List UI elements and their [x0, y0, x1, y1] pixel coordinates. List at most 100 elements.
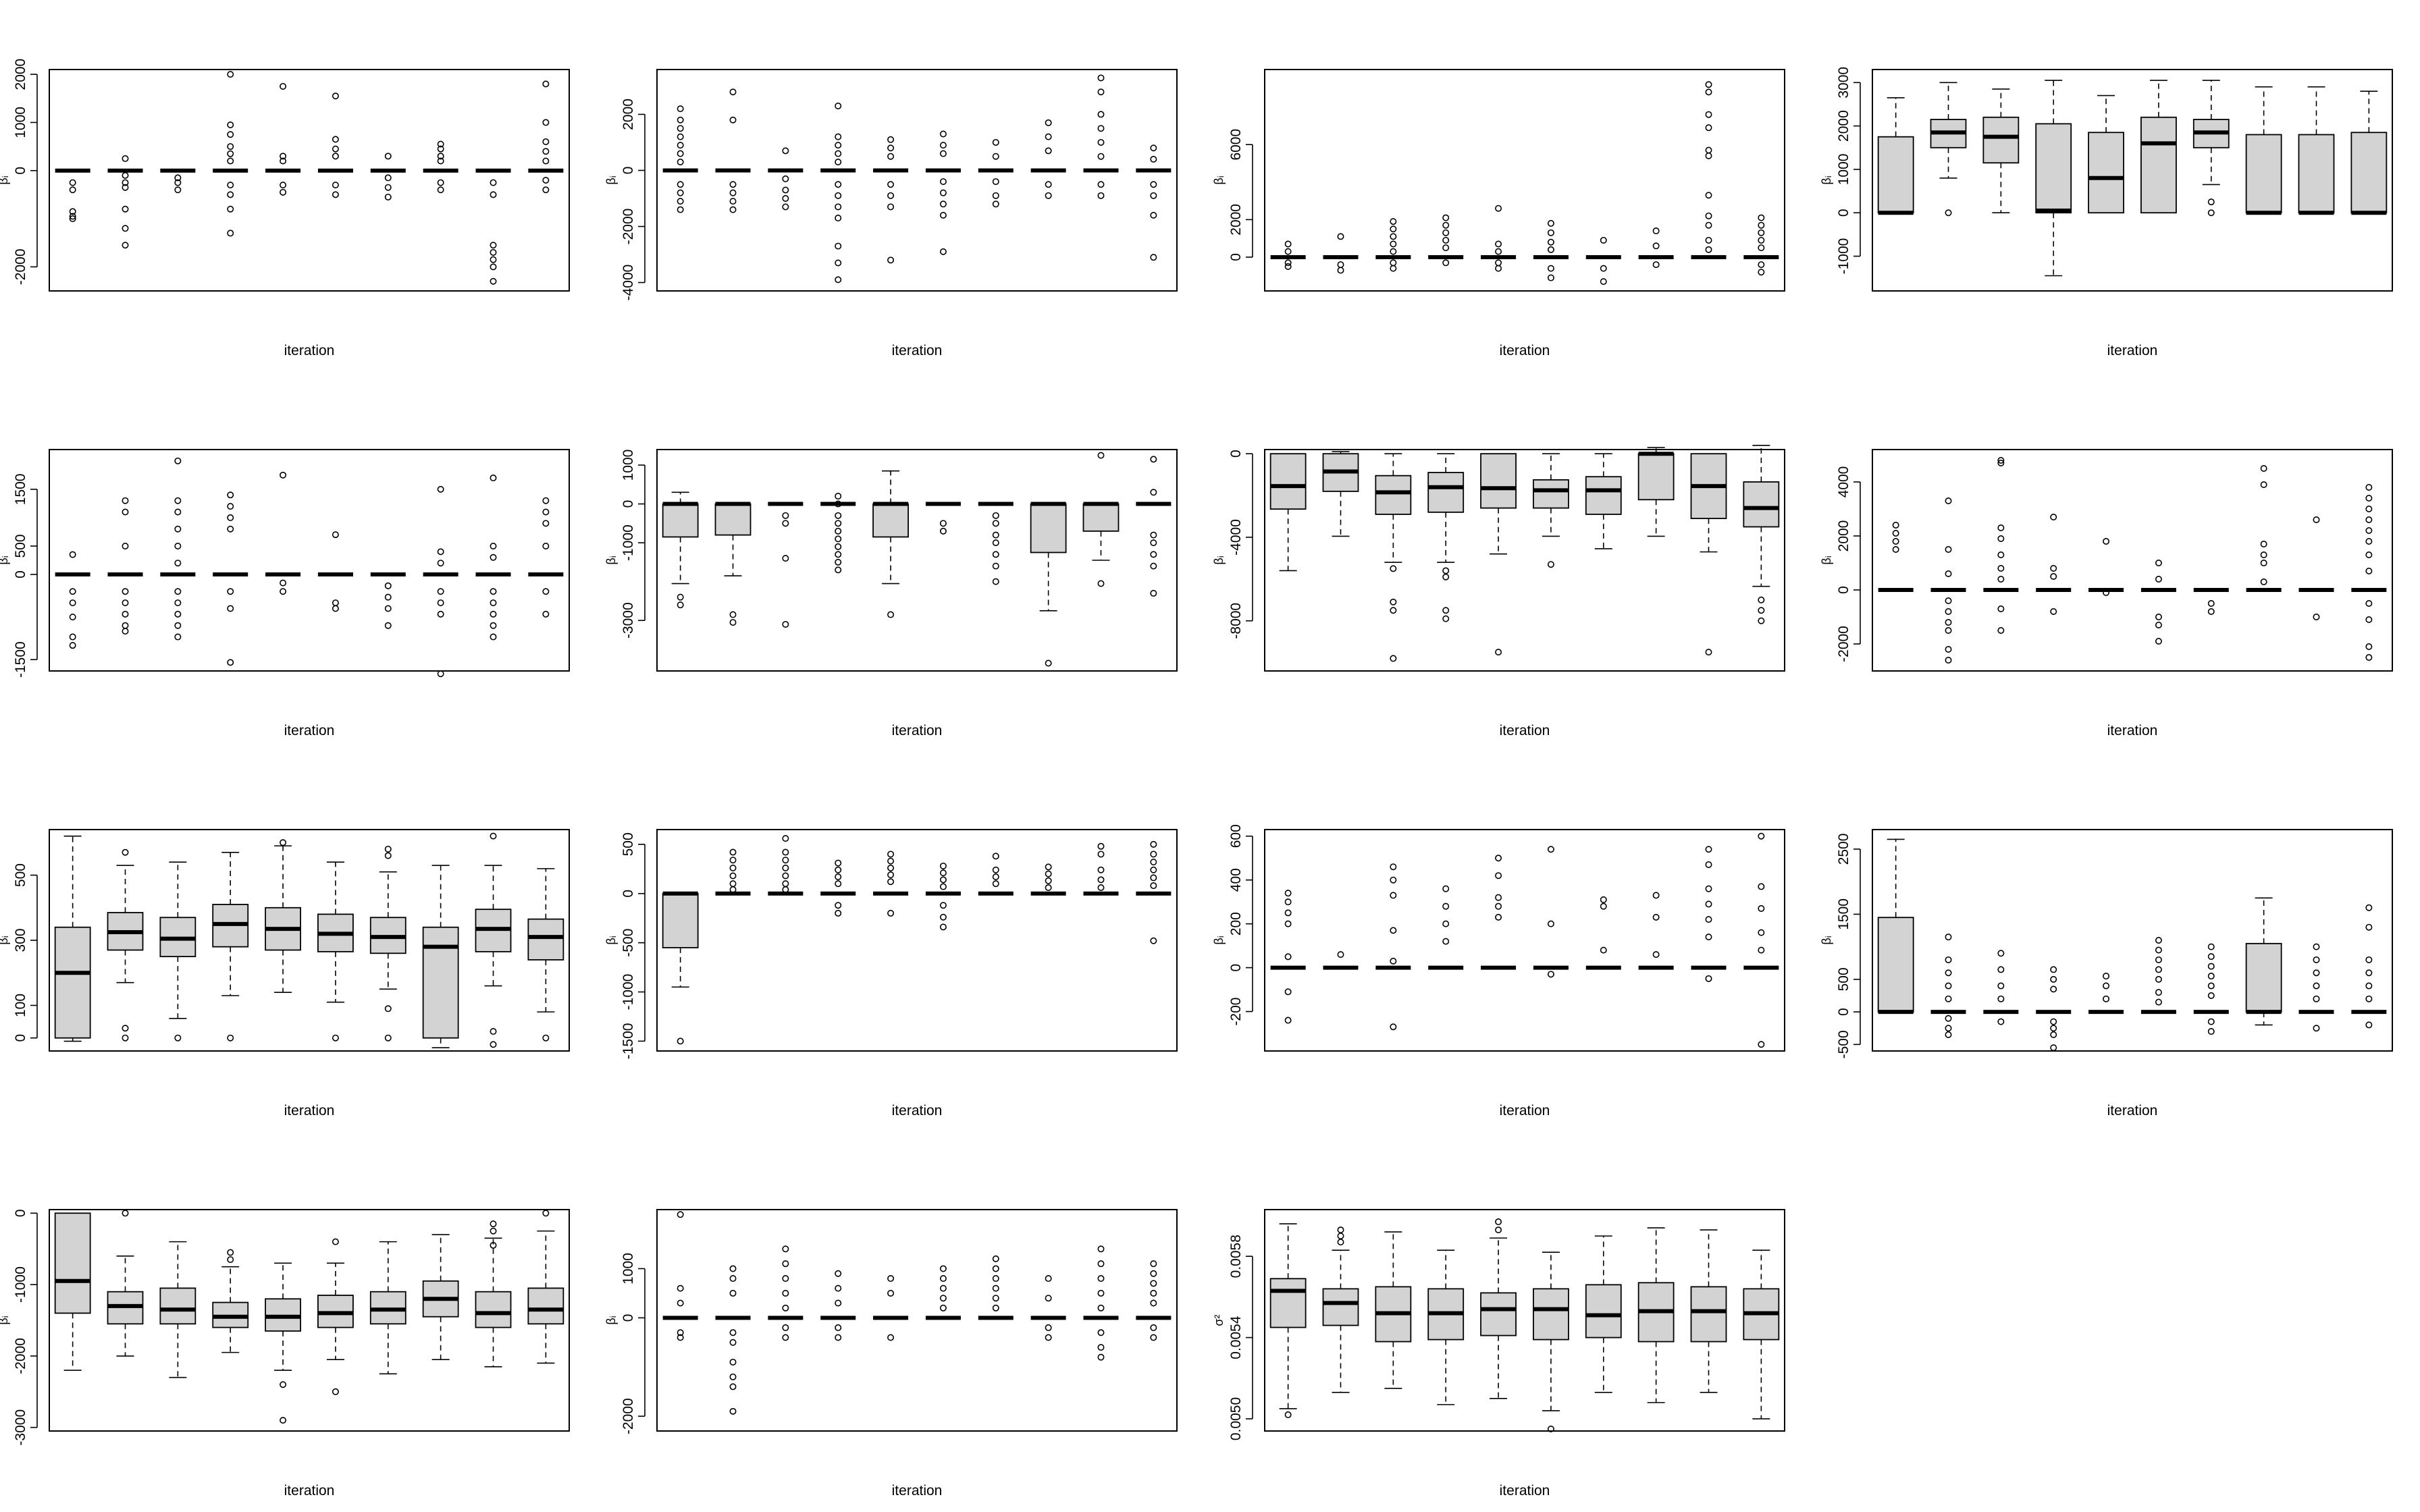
- outlier-point: [2050, 1025, 2057, 1032]
- box-item: [1323, 951, 1359, 970]
- outlier-point: [1758, 269, 1765, 276]
- outlier-point: [1997, 950, 2005, 957]
- outlier-point: [69, 186, 76, 194]
- outlier-point: [1997, 564, 2005, 572]
- boxplot-panel: 0.0050 0.0054 0.0058 σ² iteration: [1212, 1209, 1785, 1498]
- outlier-point: [887, 1289, 895, 1297]
- outlier-point: [835, 909, 842, 917]
- outlier-point: [1442, 573, 1450, 580]
- plot-frame: [1872, 449, 2393, 672]
- outlier-point: [174, 457, 182, 464]
- outlier-point: [729, 206, 737, 213]
- box-item: [1983, 456, 2019, 634]
- outlier-point: [1150, 1270, 1157, 1277]
- outlier-point: [2207, 973, 2215, 980]
- outlier-point: [782, 203, 789, 211]
- outlier-point: [2365, 982, 2373, 990]
- outlier-point: [1652, 892, 1660, 899]
- outlier-point: [1045, 659, 1052, 667]
- boxplot-panel: -1500 -1000 -500 0 500 βᵢ iteration: [604, 829, 1178, 1118]
- outlier-point: [729, 886, 737, 893]
- outlier-point: [1652, 227, 1660, 235]
- box-item: [1082, 452, 1120, 587]
- outlier-point: [174, 179, 182, 186]
- outlier-point: [332, 599, 339, 607]
- outlier-point: [939, 527, 947, 535]
- outlier-point: [1758, 1041, 1765, 1048]
- outlier-point: [835, 512, 842, 519]
- outlier-point: [122, 1034, 129, 1042]
- outlier-point: [1442, 607, 1450, 614]
- outlier-point: [1442, 244, 1450, 252]
- outlier-point: [939, 200, 947, 208]
- boxplot-panel: -200 0 200 400 600 βᵢ iteration: [1212, 824, 1785, 1118]
- outlier-point: [122, 179, 129, 186]
- box-item: [265, 82, 301, 196]
- outlier-point: [1758, 617, 1765, 624]
- outlier-point: [2207, 209, 2215, 217]
- box-item: [475, 832, 512, 1048]
- outlier-point: [1097, 866, 1105, 873]
- box-item: [1878, 521, 1914, 592]
- outlier-point: [227, 131, 234, 138]
- outlier-point: [542, 80, 550, 88]
- outlier-point: [2050, 564, 2057, 572]
- y-axis-label: βᵢ: [1820, 556, 1833, 564]
- outlier-point: [1045, 147, 1052, 155]
- box-item: [1533, 453, 1569, 568]
- outlier-point: [782, 1289, 789, 1297]
- outlier-point: [782, 835, 789, 842]
- outlier-point: [1758, 883, 1765, 890]
- box-item: [265, 839, 301, 993]
- outlier-point: [729, 1407, 737, 1415]
- outlier-point: [835, 873, 842, 880]
- outlier-point: [1150, 192, 1157, 199]
- outlier-point: [992, 200, 999, 208]
- y-tick-label: 2000: [1836, 110, 1851, 142]
- outlier-point: [2365, 551, 2373, 558]
- outlier-point: [1390, 233, 1397, 240]
- outlier-point: [2103, 995, 2110, 1002]
- box-item: [528, 80, 564, 194]
- outlier-point: [2365, 567, 2373, 574]
- outlier-point: [887, 909, 895, 917]
- outlier-point: [1547, 274, 1554, 281]
- outlier-point: [1547, 846, 1554, 853]
- y-axis-label: βᵢ: [1820, 176, 1833, 184]
- outlier-point: [174, 599, 182, 607]
- outlier-point: [835, 520, 842, 527]
- outlier-point: [1442, 221, 1450, 229]
- outlier-point: [1758, 244, 1765, 252]
- box-item: [1930, 934, 1966, 1038]
- outlier-point: [835, 493, 842, 500]
- outlier-point: [1495, 902, 1502, 910]
- outlier-point: [1945, 209, 1952, 217]
- outlier-point: [2365, 643, 2373, 650]
- y-tick-label: -200: [1228, 998, 1244, 1026]
- outlier-point: [174, 497, 182, 504]
- x-axis-label: iteration: [284, 1103, 335, 1118]
- outlier-point: [1705, 146, 1712, 154]
- plot-frame: [49, 69, 570, 292]
- outlier-point: [2365, 1021, 2373, 1029]
- outlier-point: [2365, 995, 2373, 1002]
- outlier-point: [939, 189, 947, 196]
- box-body: [1269, 1278, 1307, 1328]
- outlier-point: [2155, 575, 2162, 583]
- outlier-point: [384, 153, 392, 160]
- outlier-point: [1097, 1329, 1105, 1336]
- outlier-point: [2155, 998, 2162, 1006]
- y-axis-label: βᵢ: [1212, 556, 1226, 564]
- outlier-point: [2313, 516, 2320, 523]
- x-axis-label: iteration: [892, 1103, 943, 1118]
- outlier-point: [939, 1285, 947, 1292]
- outlier-point: [992, 1295, 999, 1302]
- outlier-point: [122, 588, 129, 595]
- outlier-point: [729, 1289, 737, 1297]
- boxplot-panel: -2000 0 2000 4000 βᵢ iteration: [1820, 449, 2393, 738]
- box-body: [527, 1287, 564, 1325]
- box-item: [978, 138, 1014, 208]
- outlier-point: [729, 848, 737, 856]
- outlier-point: [887, 857, 895, 865]
- outlier-point: [1758, 229, 1765, 236]
